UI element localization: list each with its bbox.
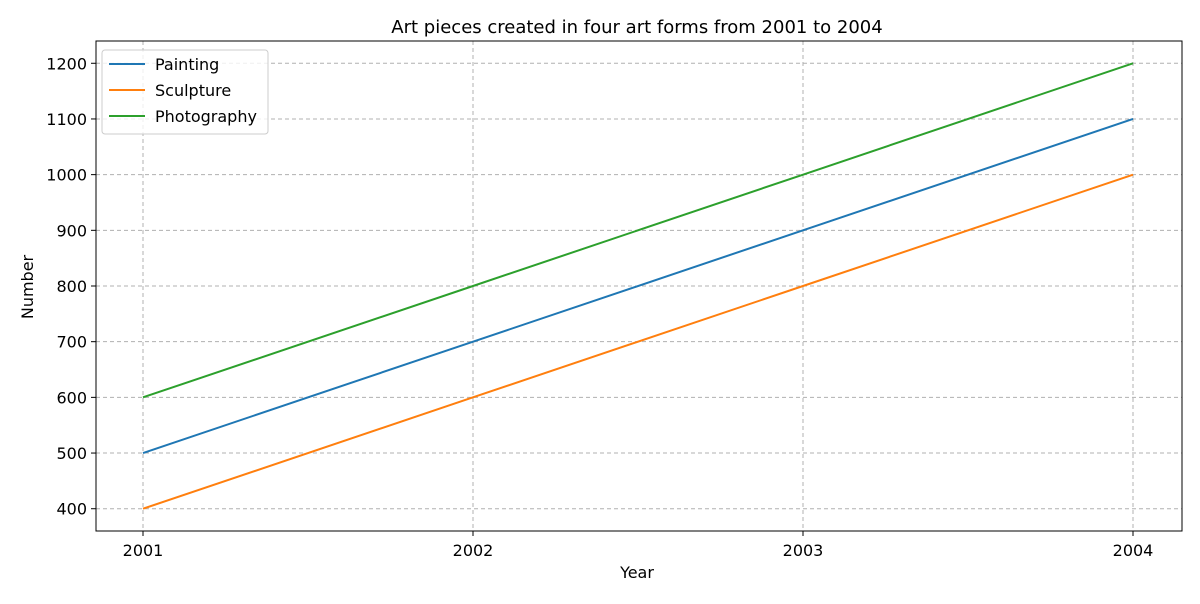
data-point-photography: [471, 284, 475, 288]
data-point-photography: [801, 173, 805, 177]
x-tick-label: 2002: [453, 541, 494, 560]
y-tick-label: 1000: [46, 166, 87, 185]
x-tick-label: 2004: [1113, 541, 1154, 560]
data-point-sculpture: [1131, 173, 1135, 177]
data-point-sculpture: [471, 395, 475, 399]
y-tick-label: 1200: [46, 54, 87, 73]
y-tick-label: 800: [56, 277, 87, 296]
y-tick-label: 500: [56, 444, 87, 463]
legend-label-photography: Photography: [155, 107, 257, 126]
legend-label-sculpture: Sculpture: [155, 81, 231, 100]
legend-box: [101, 49, 269, 135]
legend-label-painting: Painting: [155, 55, 219, 74]
data-point-painting: [471, 340, 475, 344]
series-lines: [141, 61, 1135, 511]
chart-title: Art pieces created in four art forms fro…: [391, 17, 882, 38]
data-point-painting: [141, 451, 145, 455]
data-point-sculpture: [141, 507, 145, 511]
series-line-photography: [142, 62, 1134, 399]
x-axis-label: Year: [619, 563, 654, 582]
y-axis-label: Number: [18, 254, 37, 319]
series-line-sculpture: [142, 173, 1134, 510]
axis-ticks: 400 500 600 700 800 900 1000 1100 1200 2001 2002 20…: [46, 54, 1153, 560]
y-tick-label: 400: [56, 500, 87, 519]
data-point-painting: [801, 228, 805, 232]
y-tick-label: 600: [56, 388, 87, 407]
y-tick-label: 1100: [46, 110, 87, 129]
data-point-photography: [141, 395, 145, 399]
x-tick-label: 2001: [123, 541, 164, 560]
data-point-sculpture: [801, 284, 805, 288]
x-tick-label: 2003: [783, 541, 824, 560]
series-line-painting: [142, 118, 1134, 454]
data-point-painting: [1131, 117, 1135, 121]
y-tick-label: 900: [56, 221, 87, 240]
legend: Painting Sculpture Photography: [101, 49, 269, 135]
data-point-photography: [1131, 61, 1135, 65]
y-tick-label: 700: [56, 333, 87, 352]
